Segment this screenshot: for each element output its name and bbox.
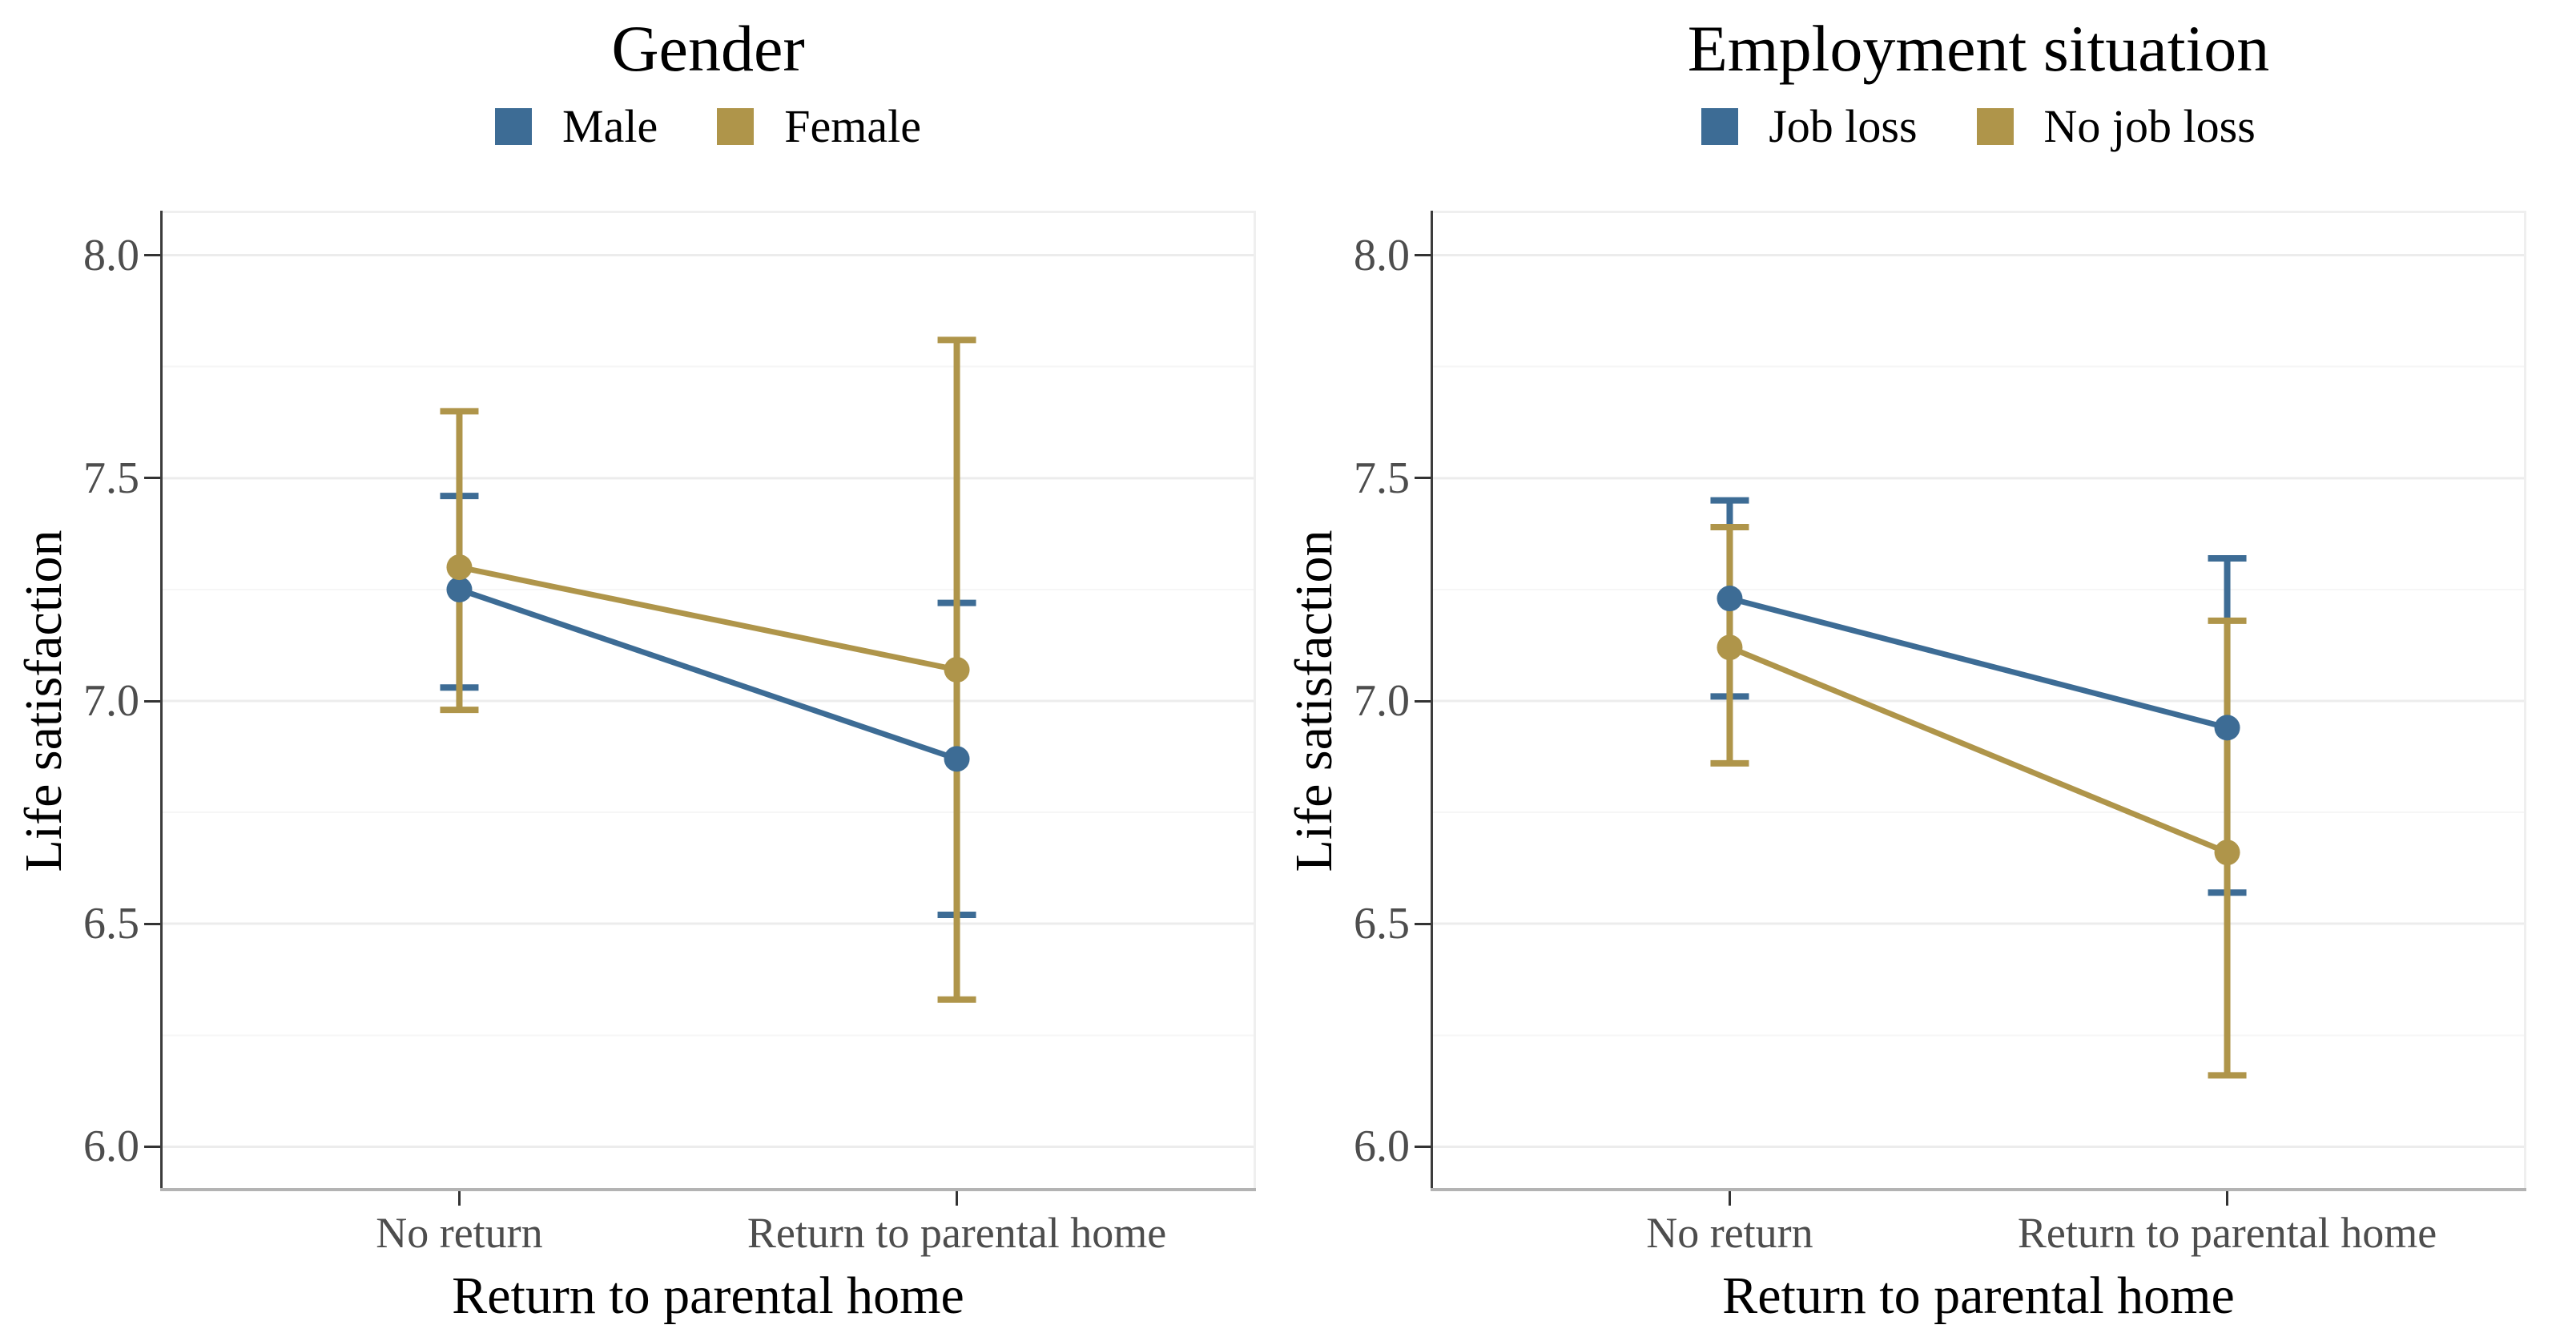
legend-swatch [1976,107,2014,145]
x-tick-mark [956,1191,959,1206]
y-tick-mark [1415,1145,1431,1148]
legend-swatch [717,107,755,145]
legend-item: Job loss [1701,99,1918,153]
y-tick-label: 7.0 [83,676,139,726]
plot-panel [160,211,1256,1191]
y-tick-label: 6.0 [83,1122,139,1172]
x-tick-label: No return [1646,1209,1813,1257]
plot-panel [1431,211,2526,1191]
y-tick-label: 7.5 [1354,453,1410,503]
x-tick-label: Return to parental home [2017,1209,2437,1257]
legend: Job loss No job loss [1431,99,2526,153]
data-point [446,576,473,602]
series-line [458,564,958,673]
y-tick-label: 8.0 [1354,230,1410,280]
facet-gender: Gender Male Female Life satisfaction 8.0 7… [0,0,1256,1333]
y-tick-mark [144,1145,160,1148]
x-tick-mark [457,1191,461,1206]
panel-title: Employment situation [1687,12,2270,85]
y-tick-label: 7.5 [83,453,139,503]
data-point [2214,715,2240,741]
x-tick-mark [2226,1191,2229,1206]
legend: Male Female [160,99,1256,153]
x-tick-label: No return [376,1209,543,1257]
y-tick-mark [1415,699,1431,703]
y-tick-mark [144,477,160,480]
series-line [1729,645,2228,856]
y-tick-label: 6.5 [1354,899,1410,949]
y-tick-label: 7.0 [1354,676,1410,726]
legend-swatch [1701,107,1739,145]
y-tick-mark [144,922,160,925]
y-tick-label: 8.0 [83,230,139,280]
y-tick-labels: 8.0 7.5 7.0 6.5 6.0 [0,0,139,1333]
data-point [1717,634,1743,661]
series-line [458,586,958,762]
x-tick-mark [1728,1191,1731,1206]
legend-label: Male [562,100,658,152]
y-tick-mark [1415,922,1431,925]
chart-canvas [1431,211,2526,1191]
series-line [1729,595,2228,731]
y-tick-labels: 8.0 7.5 7.0 6.5 6.0 [1288,0,1410,1333]
data-point [1717,586,1743,612]
y-tick-label: 6.5 [83,899,139,949]
x-axis-title: Return to parental home [452,1267,964,1325]
data-point [446,554,473,581]
legend-swatch [495,107,533,145]
y-tick-mark [1415,254,1431,257]
legend-label: No job loss [2043,100,2256,152]
data-point [944,657,970,683]
x-axis-title: Return to parental home [1722,1267,2235,1325]
x-tick-label: Return to parental home [747,1209,1167,1257]
legend-item: Male [495,99,658,153]
y-tick-label: 6.0 [1354,1122,1410,1172]
data-point [2214,840,2240,866]
facet-employment: Employment situation Job loss No job loss… [1285,0,2576,1333]
legend-item: No job loss [1976,99,2256,153]
legend-label: Female [784,100,921,152]
data-point [944,746,970,772]
chart-canvas [160,211,1256,1191]
legend-label: Job loss [1769,100,1918,152]
panel-title: Gender [611,12,805,85]
legend-item: Female [717,99,921,153]
y-tick-mark [1415,477,1431,480]
y-tick-mark [144,699,160,703]
y-tick-mark [144,254,160,257]
